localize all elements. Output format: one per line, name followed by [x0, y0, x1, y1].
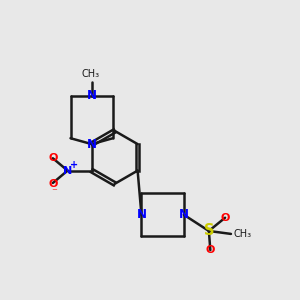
Text: CH₃: CH₃	[81, 69, 99, 79]
Text: N: N	[179, 208, 189, 221]
Text: CH₃: CH₃	[233, 229, 251, 239]
Text: N: N	[87, 138, 97, 151]
Text: +: +	[70, 160, 78, 170]
Text: S: S	[204, 224, 214, 238]
Text: O: O	[220, 213, 230, 223]
Text: N: N	[136, 208, 146, 221]
Text: N: N	[63, 166, 72, 176]
Text: O: O	[48, 153, 58, 163]
Text: ⁻: ⁻	[51, 188, 57, 197]
Text: O: O	[206, 245, 215, 255]
Text: N: N	[87, 89, 97, 102]
Text: O: O	[48, 178, 58, 189]
